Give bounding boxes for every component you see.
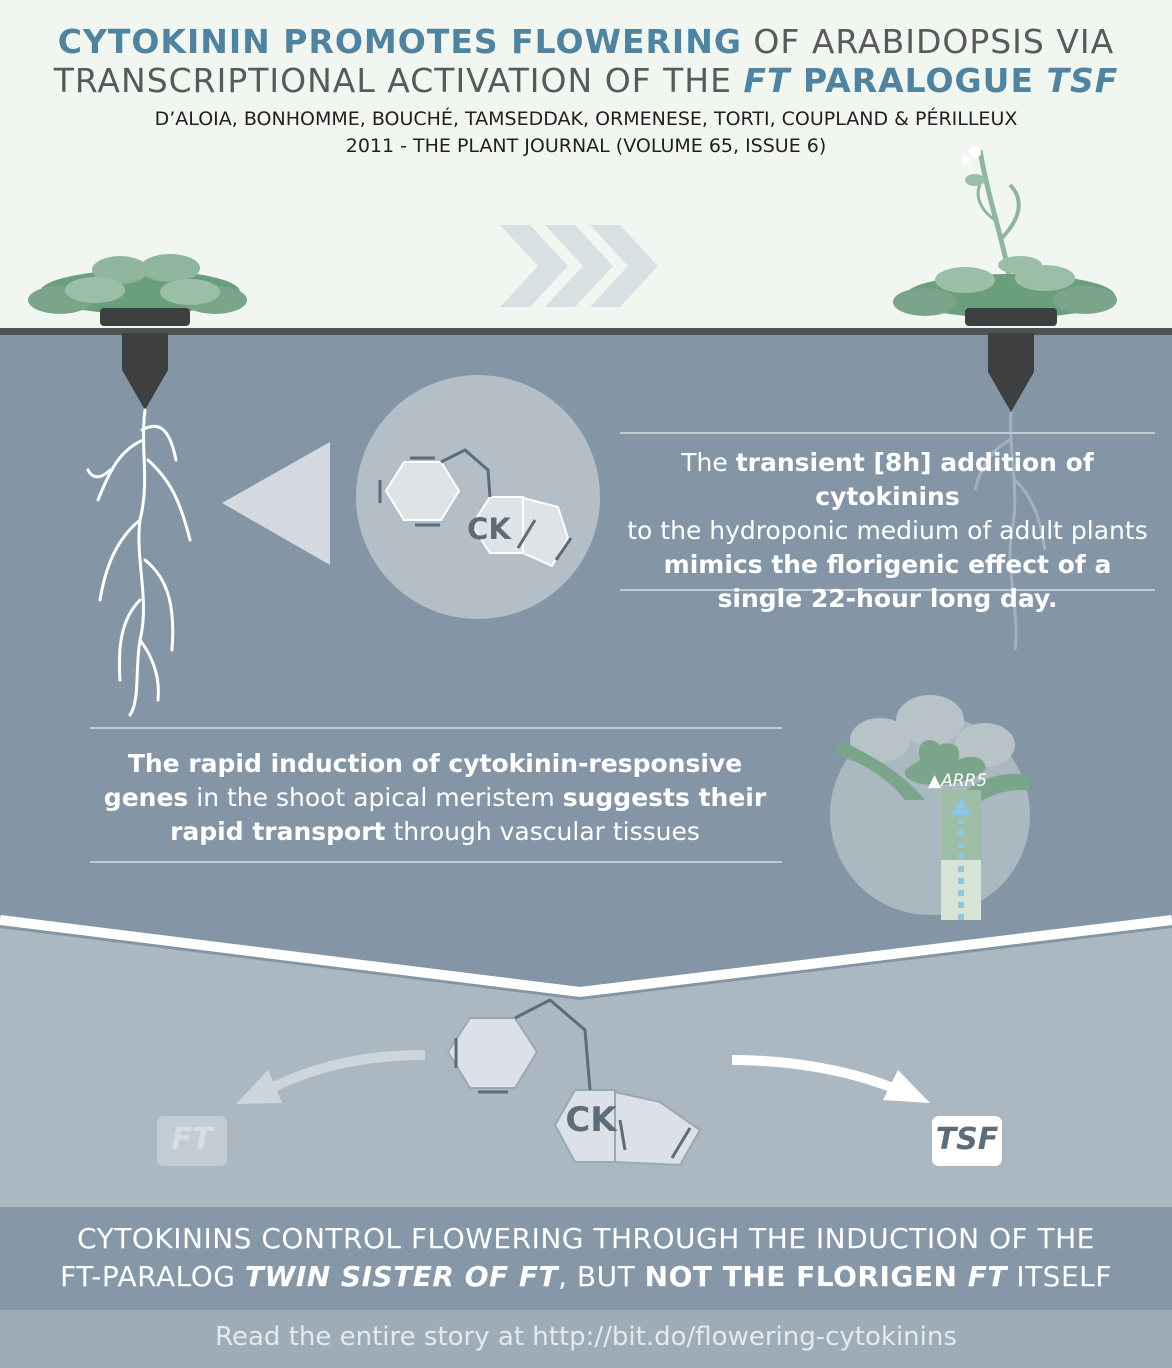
lower-panel — [0, 928, 1172, 1210]
title-line-1: CYTOKININ PROMOTES FLOWERING OF ARABIDOP… — [0, 22, 1172, 61]
chevron-divider — [0, 915, 1172, 998]
ft-box — [157, 1116, 227, 1166]
chevrons-arrow-icon — [500, 225, 658, 307]
right-plant-flowering-icon — [893, 146, 1117, 326]
title-ft: FT — [743, 61, 791, 100]
title-rest: OF ARABIDOPSIS VIA — [741, 22, 1115, 61]
arrow-to-tsf — [731, 1055, 900, 1095]
left-pot-icon — [122, 333, 168, 410]
shoot-apex-icon — [835, 695, 1030, 920]
pointer-triangle-icon — [222, 442, 330, 565]
journal-citation: 2011 - THE PLANT JOURNAL (VOLUME 65, ISS… — [345, 135, 827, 157]
molecule-bonds-top — [378, 448, 573, 561]
arrow-to-ft — [265, 1050, 426, 1095]
conclusion-band — [0, 1207, 1172, 1310]
ground-line — [0, 328, 1172, 335]
footer-link[interactable]: Read the entire story at http://bit.do/f… — [215, 1322, 957, 1352]
tsf-box — [932, 1116, 1002, 1166]
title-line2-start: TRANSCRIPTIONAL ACTIVATION OF THE — [53, 61, 744, 100]
ck-label-bottom: CK — [565, 1100, 617, 1140]
arr5-label: ▲ARR5 — [928, 771, 988, 791]
title-paralogue: PARALOGUE — [790, 61, 1047, 100]
title-highlight: CYTOKININ PROMOTES FLOWERING — [57, 22, 742, 61]
left-roots-icon — [86, 408, 192, 717]
finding-rapid-induction: The rapid induction of cytokinin-respons… — [103, 749, 767, 846]
authors: D’ALOIA, BONHOMME, BOUCHÉ, TAMSEDDAK, OR… — [154, 108, 1018, 130]
conclusion-line-2: FT-PARALOG TWIN SISTER OF FT, BUT NOT TH… — [60, 1260, 1112, 1293]
left-plant-rosette-icon — [28, 254, 247, 326]
rule-lines — [90, 432, 1155, 863]
title-line-2: TRANSCRIPTIONAL ACTIVATION OF THE FT PAR… — [0, 61, 1172, 100]
arrow-to-ft-head-icon — [236, 1070, 282, 1104]
arrow-to-tsf-head-icon — [883, 1070, 930, 1103]
ck-label-top: CK — [467, 512, 511, 546]
right-roots-icon — [973, 411, 1047, 651]
right-pot-icon — [988, 333, 1034, 412]
title-tsf: TSF — [1046, 61, 1119, 100]
ft-label: FT — [171, 1122, 213, 1157]
molecule-bonds-bottom — [454, 998, 692, 1159]
tsf-label: TSF — [935, 1122, 999, 1157]
conclusion-line-1: CYTOKININS CONTROL FLOWERING THROUGH THE… — [77, 1222, 1095, 1255]
finding-cytokinin-addition: The transient [8h] addition of cytokinin… — [627, 448, 1148, 613]
footer-band — [0, 1310, 1172, 1368]
